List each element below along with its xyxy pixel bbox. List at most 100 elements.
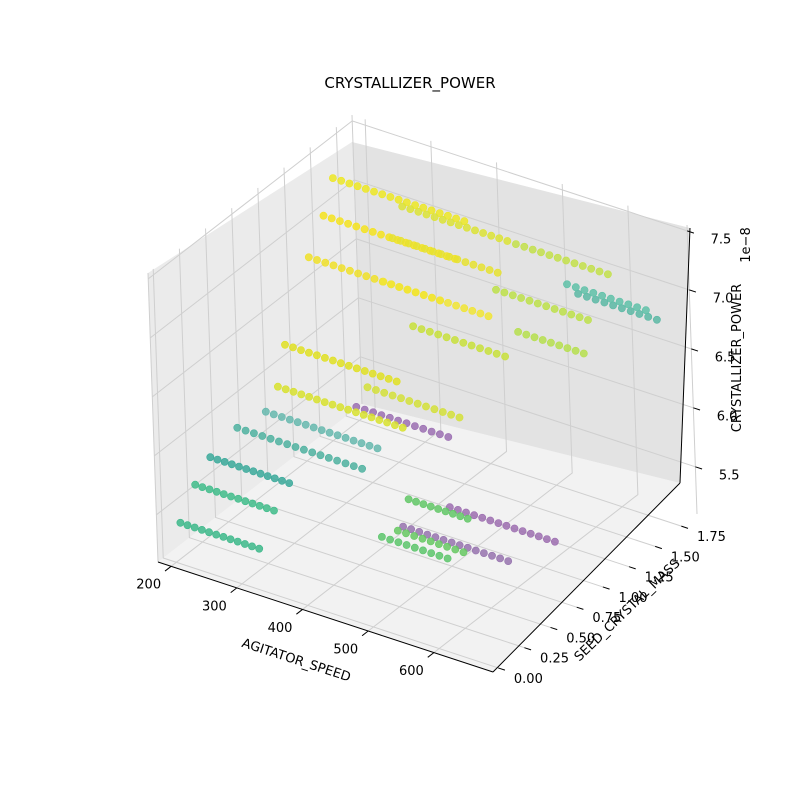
data-point: [281, 385, 290, 394]
data-point: [274, 437, 283, 446]
data-point: [371, 386, 380, 394]
data-point: [291, 443, 300, 451]
data-point: [417, 325, 426, 333]
axis-lines: [157, 227, 691, 673]
data-point: [308, 448, 317, 457]
data-point: [446, 218, 455, 227]
data-point: [297, 390, 306, 399]
data-point: [425, 327, 434, 336]
back-pane: [352, 142, 690, 483]
data-point: [278, 476, 286, 485]
data-point: [471, 546, 480, 555]
data-point: [492, 349, 501, 358]
data-point: [583, 292, 591, 301]
data-point: [398, 423, 407, 432]
data-point: [367, 413, 376, 422]
data-point: [360, 367, 369, 375]
data-point: [587, 264, 596, 273]
data-point: [635, 310, 644, 318]
y-tick-label: 0.00: [514, 672, 543, 687]
y-tick-label: 0.75: [592, 611, 621, 626]
y-tick-label: 0.25: [540, 652, 569, 667]
data-point: [580, 286, 589, 294]
data-point: [413, 399, 422, 408]
data-point: [528, 245, 537, 254]
z-tick: [687, 230, 695, 234]
data-point: [270, 506, 278, 515]
data-point: [404, 495, 413, 504]
data-point: [522, 330, 531, 339]
data-point: [500, 288, 509, 297]
data-point: [450, 336, 459, 344]
data-point: [563, 344, 572, 352]
data-point: [205, 485, 214, 494]
data-point: [402, 541, 411, 549]
z-tick-label: 7.5: [711, 233, 732, 248]
data-point: [312, 351, 321, 360]
data-point: [255, 544, 264, 553]
data-point: [205, 528, 213, 537]
data-point: [547, 338, 555, 347]
data-point: [578, 262, 587, 270]
data-point: [386, 535, 394, 544]
data-point: [443, 542, 451, 551]
data-point: [402, 529, 410, 538]
data-point: [281, 340, 289, 349]
x-gridline: [302, 162, 508, 610]
y-tick: [550, 626, 558, 631]
data-point: [354, 269, 362, 278]
data-point: [434, 540, 443, 548]
data-point: [349, 462, 358, 470]
data-point: [471, 226, 479, 235]
data-point: [337, 264, 346, 272]
data-point: [344, 405, 352, 414]
data-point: [461, 258, 470, 266]
data-point: [411, 288, 420, 297]
data-point: [430, 405, 439, 414]
data-point: [321, 258, 330, 267]
data-point: [183, 521, 192, 530]
z-axis-line: [679, 227, 691, 484]
data-point: [579, 349, 588, 358]
data-point: [289, 387, 298, 396]
data-point: [571, 283, 580, 292]
data-point: [198, 483, 207, 491]
data-point: [501, 352, 509, 361]
data-point: [526, 529, 535, 538]
data-point: [444, 433, 453, 441]
data-point: [574, 289, 582, 298]
data-point: [344, 361, 353, 370]
data-point: [285, 415, 294, 424]
data-point: [437, 250, 445, 258]
data-point: [567, 310, 576, 319]
data-point: [328, 174, 337, 182]
y-gridline: [152, 268, 499, 669]
data-point: [404, 239, 413, 248]
x-gridline: [170, 119, 376, 567]
data-point: [270, 474, 279, 483]
z-tick: [693, 407, 701, 411]
data-point: [551, 537, 559, 546]
data-point: [328, 356, 337, 365]
data-point: [553, 253, 562, 262]
data-point: [358, 464, 366, 473]
data-point: [319, 211, 328, 220]
z-tick: [689, 289, 697, 293]
data-point: [299, 445, 308, 454]
data-point: [495, 234, 504, 243]
data-point: [427, 293, 436, 302]
data-point: [227, 492, 235, 501]
data-point: [454, 221, 463, 229]
data-point: [324, 453, 333, 462]
data-point: [589, 288, 598, 297]
data-point: [615, 297, 624, 306]
data-point: [212, 530, 221, 539]
y-tick: [524, 647, 532, 651]
data-point: [452, 301, 460, 310]
data-point: [633, 303, 641, 312]
data-point: [435, 296, 444, 305]
data-point: [438, 215, 447, 224]
data-point: [502, 521, 511, 530]
data-point: [571, 346, 580, 355]
